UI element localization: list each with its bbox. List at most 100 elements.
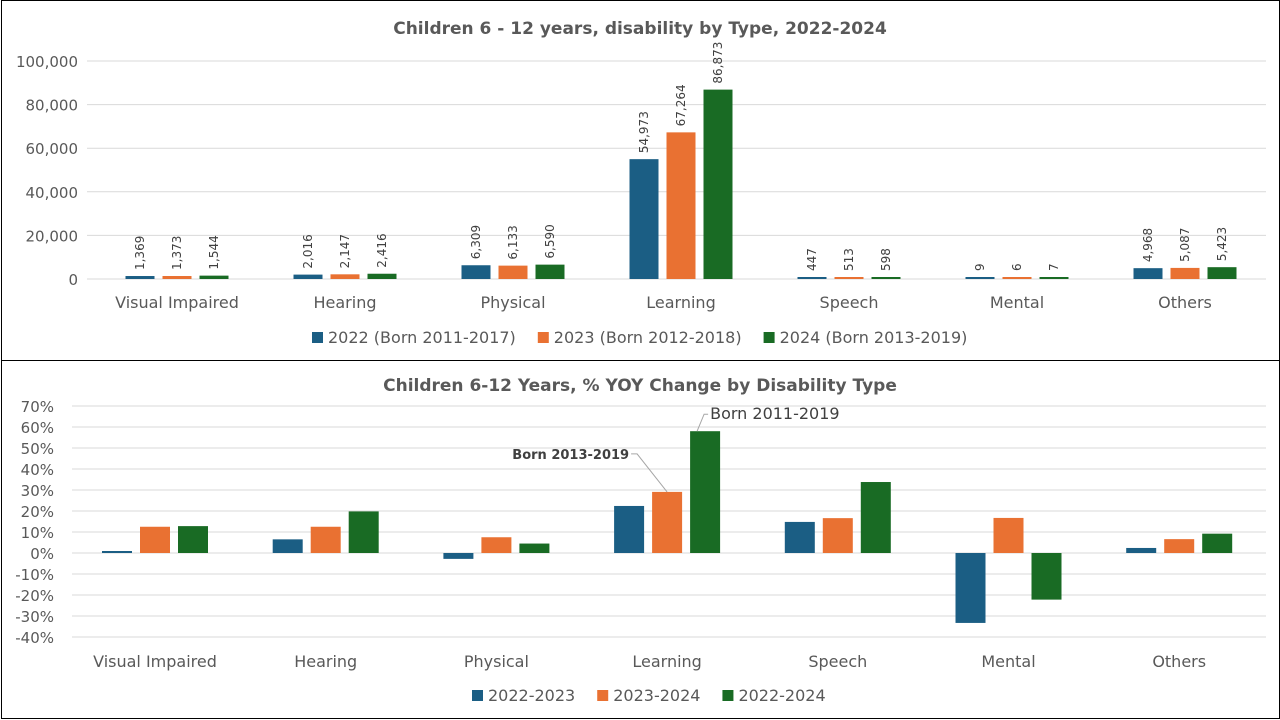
x-tick-label: Speech [820, 293, 879, 312]
annotation-label: Born 2011-2019 [710, 404, 840, 423]
bar-2022-2024 [519, 543, 550, 553]
data-label: 9 [973, 263, 987, 271]
x-tick-label: Hearing [314, 293, 377, 312]
y-tick-label: 100,000 [16, 53, 78, 71]
y-tick-label: 40% [21, 461, 54, 479]
y-tick-label: -20% [15, 587, 54, 605]
legend-swatch [537, 332, 549, 343]
bar-2022-2024 [1202, 533, 1233, 553]
y-tick-label: 80,000 [26, 97, 79, 115]
bar-chart-counts: Children 6 - 12 years, disability by Typ… [16, 19, 1266, 347]
bar-2024-born-2013-2019- [535, 264, 565, 279]
legend-swatch [763, 332, 775, 343]
x-tick-label: Visual Impaired [115, 293, 239, 312]
legend-label: 2022 (Born 2011-2017) [328, 328, 516, 347]
legend-swatch [597, 690, 609, 701]
bar-2023-born-2012-2018- [1002, 277, 1032, 279]
x-tick-label: Speech [808, 652, 867, 671]
bar-2022-2023 [784, 521, 815, 553]
legend-label: 2022-2023 [488, 686, 575, 705]
y-tick-label: 30% [21, 482, 54, 500]
bar-2022-2023 [102, 551, 132, 553]
bar-2024-born-2013-2019- [703, 89, 733, 280]
bar-2022-born-2011-2017- [629, 159, 659, 279]
bar-2022-2024 [348, 511, 379, 553]
bar-2022-born-2011-2017- [293, 274, 323, 279]
bar-2023-born-2012-2018- [330, 274, 360, 279]
legend-label: 2023-2024 [613, 686, 700, 705]
y-tick-label: 20% [21, 503, 54, 521]
bar-2022-2023 [443, 553, 474, 559]
bar-2023-born-2012-2018- [834, 277, 864, 279]
data-label: 54,973 [637, 111, 651, 153]
bar-2023-born-2012-2018- [162, 276, 192, 279]
bar-2022-born-2011-2017- [461, 265, 491, 279]
annotation-leader [631, 453, 668, 493]
chart-disability-by-type: Children 6 - 12 years, disability by Typ… [1, 0, 1280, 361]
bar-2022-born-2011-2017- [797, 277, 827, 279]
bar-2022-2024 [1031, 553, 1062, 600]
data-label: 86,873 [711, 42, 725, 84]
bar-2023-2024 [140, 526, 170, 553]
y-tick-label: 0% [30, 545, 54, 563]
bar-2024-born-2013-2019- [1039, 277, 1069, 279]
data-label: 6,133 [506, 225, 520, 259]
data-label: 1,373 [170, 236, 184, 270]
data-label: 7 [1047, 263, 1061, 271]
bar-2023-2024 [993, 517, 1024, 553]
bar-2022-2023 [614, 505, 645, 553]
x-tick-label: Physical [464, 652, 529, 671]
data-label: 447 [805, 248, 819, 271]
chart-title: Children 6 - 12 years, disability by Typ… [393, 19, 887, 39]
data-label: 6,309 [469, 225, 483, 259]
bar-2022-2024 [860, 482, 891, 553]
bar-2023-2024 [652, 491, 683, 553]
y-tick-label: 50% [21, 440, 54, 458]
legend-swatch [722, 690, 734, 701]
y-tick-label: 40,000 [26, 184, 79, 202]
bar-2023-2024 [481, 537, 512, 553]
x-tick-label: Learning [632, 652, 701, 671]
data-label: 2,416 [375, 233, 389, 267]
data-label: 4,968 [1141, 228, 1155, 262]
data-label: 5,087 [1178, 228, 1192, 262]
data-label: 1,544 [207, 235, 221, 269]
bar-2022-2023 [955, 553, 986, 623]
bar-2022-born-2011-2017- [1133, 268, 1163, 279]
annotation-label: Born 2013-2019 [512, 448, 629, 463]
bar-2023-2024 [310, 526, 341, 553]
data-label: 513 [842, 248, 856, 271]
bar-2022-2024 [178, 526, 208, 553]
bar-2023-2024 [822, 518, 853, 553]
bar-chart-yoy: Children 6-12 Years, % YOY Change by Dis… [15, 376, 1266, 705]
chart-yoy-change: Children 6-12 Years, % YOY Change by Dis… [1, 360, 1280, 719]
data-label: 67,264 [674, 84, 688, 126]
bar-2022-born-2011-2017- [965, 277, 995, 279]
bar-2023-born-2012-2018- [1170, 267, 1200, 279]
x-tick-label: Mental [981, 652, 1035, 671]
legend-label: 2024 (Born 2013-2019) [780, 328, 968, 347]
bar-2024-born-2013-2019- [1207, 267, 1237, 279]
x-tick-label: Physical [480, 293, 545, 312]
legend-label: 2023 (Born 2012-2018) [554, 328, 742, 347]
bar-2023-2024 [1164, 539, 1195, 553]
bar-2022-2023 [1126, 547, 1157, 553]
x-tick-label: Others [1158, 293, 1212, 312]
y-tick-label: 0 [68, 271, 78, 289]
bar-2024-born-2013-2019- [199, 275, 229, 279]
legend-label: 2022-2024 [738, 686, 825, 705]
y-tick-label: 60% [21, 419, 54, 437]
data-label: 6 [1010, 263, 1024, 271]
y-tick-label: 70% [21, 398, 54, 416]
annotation-leader [696, 413, 709, 432]
bar-2024-born-2013-2019- [871, 277, 901, 279]
y-tick-label: 20,000 [26, 227, 79, 245]
y-tick-label: 60,000 [26, 140, 79, 158]
data-label: 2,016 [301, 234, 315, 268]
y-tick-label: -40% [15, 629, 54, 647]
data-label: 598 [879, 248, 893, 271]
bar-2022-born-2011-2017- [125, 276, 155, 279]
x-tick-label: Others [1152, 652, 1206, 671]
x-tick-label: Learning [646, 293, 715, 312]
y-tick-label: -10% [15, 566, 54, 584]
